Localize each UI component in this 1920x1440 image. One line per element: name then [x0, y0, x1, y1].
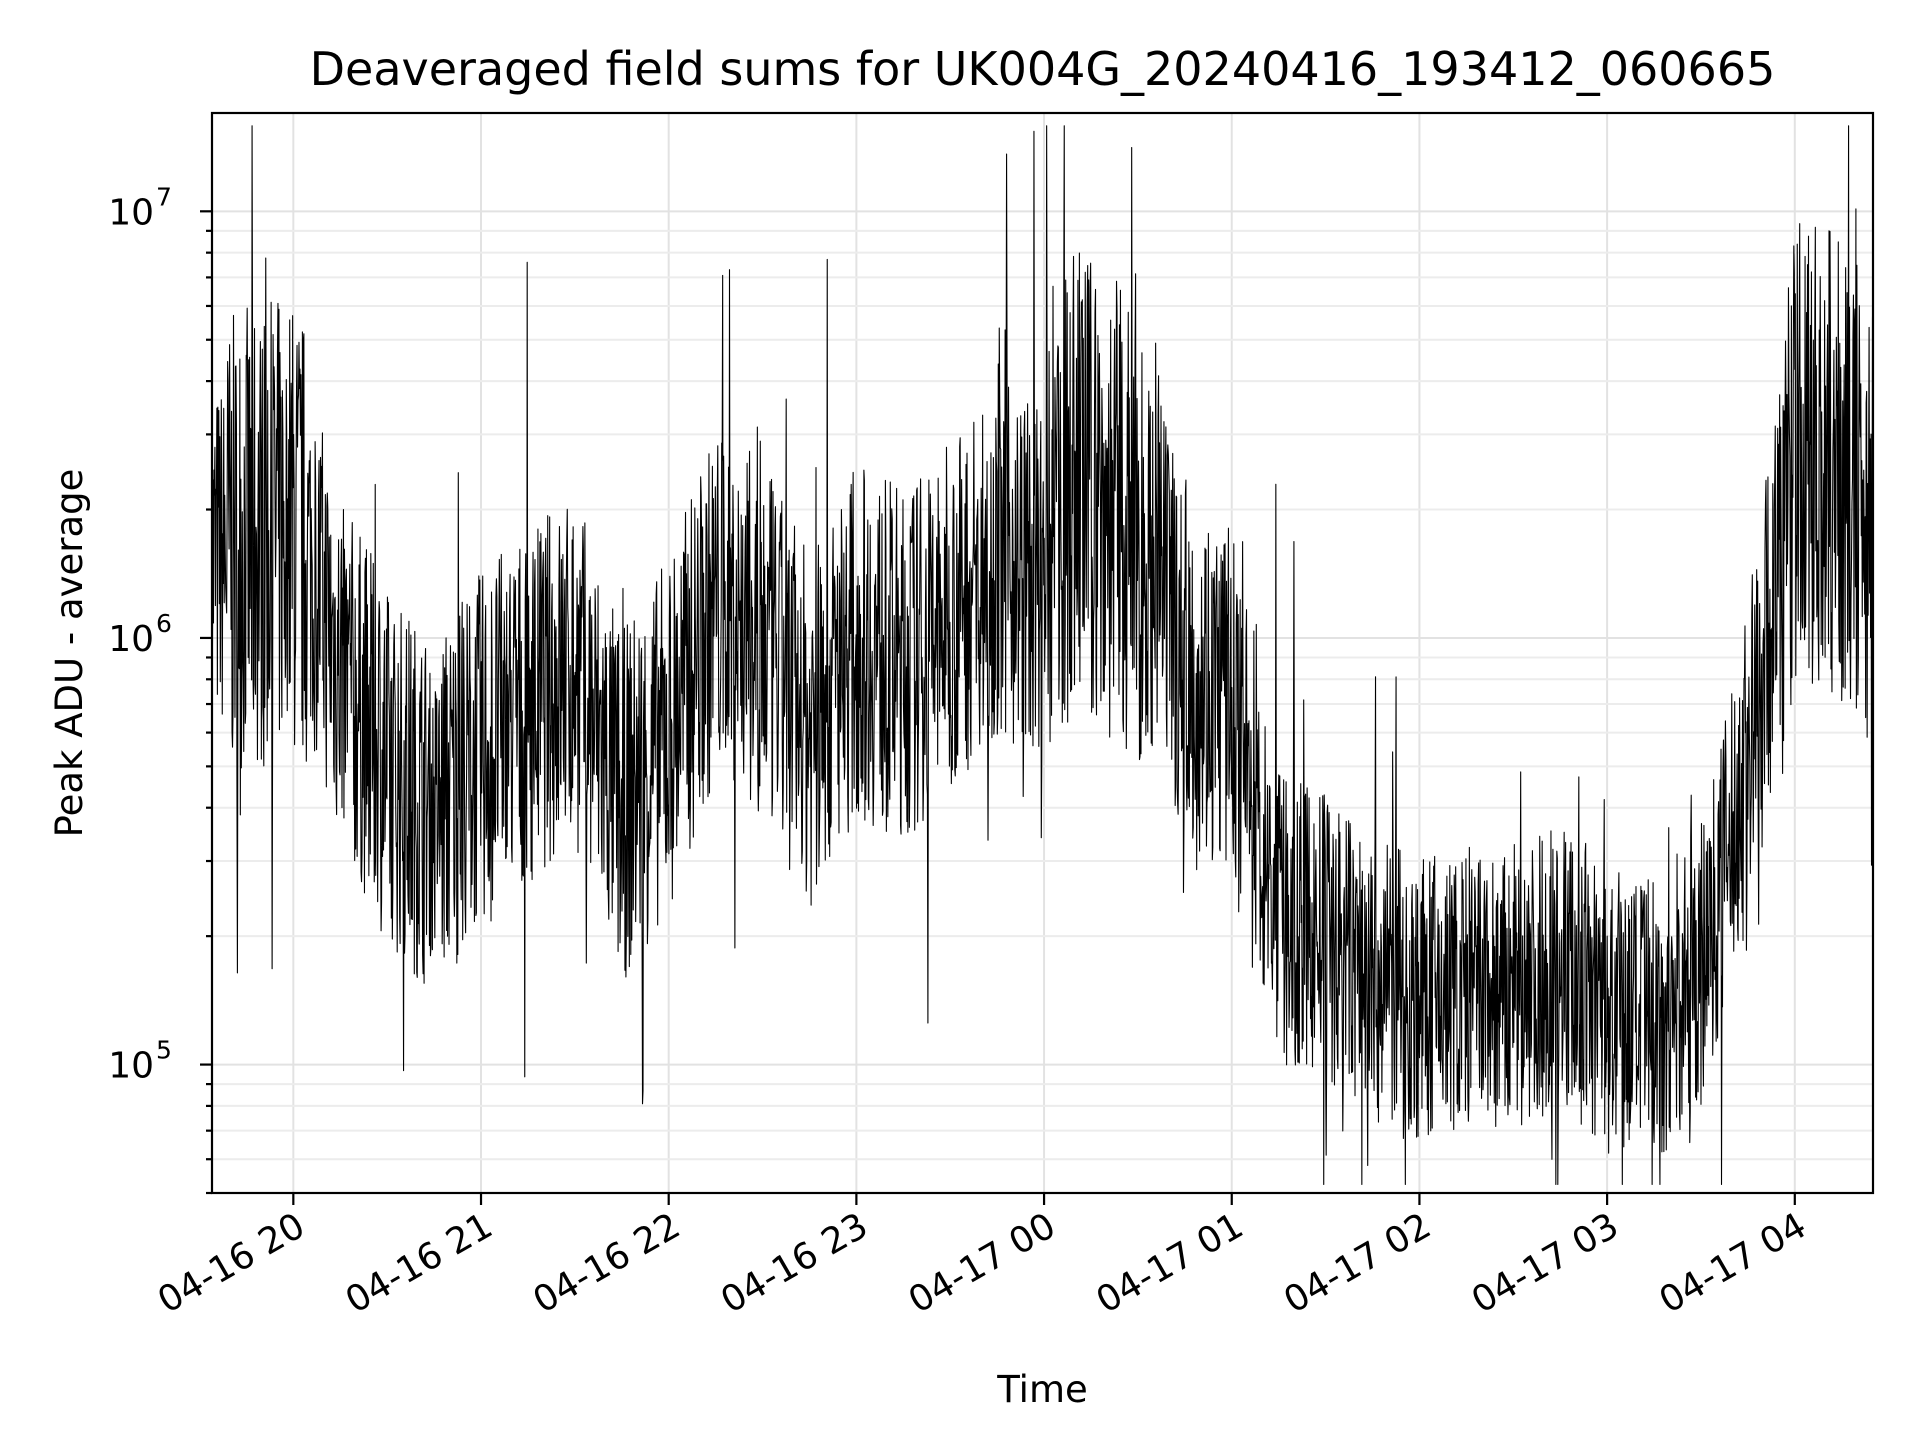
y-tick-label: 10 7: [108, 182, 172, 233]
plot-frame: [210, 111, 1875, 1195]
y-tick-label: 10 5: [108, 1036, 172, 1087]
y-tick-label: 10 6: [108, 609, 172, 660]
chart-title: Deaveraged field sums for UK004G_2024041…: [310, 42, 1776, 96]
x-tick-label: 04-16 21: [339, 1205, 500, 1321]
x-tick-label: 04-16 22: [527, 1205, 688, 1321]
x-tick-label: 04-16 23: [714, 1205, 875, 1321]
x-tick-label: 04-17 00: [902, 1205, 1063, 1321]
x-tick-label: 04-17 03: [1465, 1205, 1626, 1321]
y-tick-base: 10: [108, 192, 154, 233]
y-axis-label: Peak ADU - average: [48, 469, 91, 838]
x-tick-label: 04-16 20: [151, 1205, 312, 1321]
y-tick-exponent: 5: [156, 1036, 172, 1065]
y-tick-base: 10: [108, 619, 154, 660]
x-tick-label: 04-17 02: [1277, 1205, 1438, 1321]
x-tick-label: 04-17 04: [1653, 1205, 1814, 1321]
y-tick-exponent: 6: [156, 609, 172, 638]
x-tick-label: 04-17 01: [1090, 1205, 1251, 1321]
y-tick-exponent: 7: [156, 182, 172, 211]
y-tick-base: 10: [108, 1046, 154, 1087]
x-axis-label: Time: [996, 1368, 1088, 1411]
series-line: [211, 125, 1874, 1186]
